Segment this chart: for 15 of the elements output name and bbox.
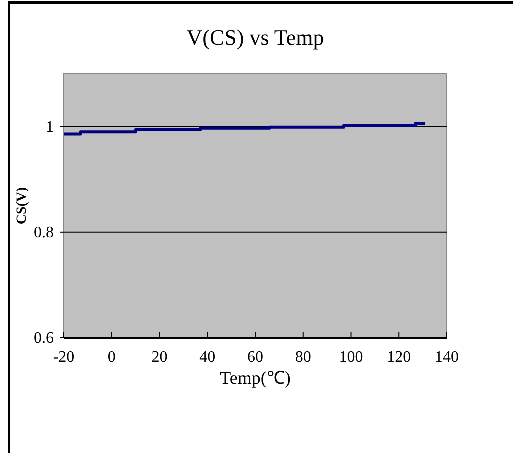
y-axis-title: CS(V)	[15, 187, 30, 225]
x-tick-label: 120	[387, 349, 412, 366]
x-tick-label: 140	[435, 349, 459, 366]
x-tick-label: 60	[248, 349, 264, 366]
y-tick-label: 1	[46, 118, 54, 136]
x-tick-label: -20	[53, 349, 75, 366]
x-tick-label: 40	[200, 349, 216, 366]
x-tick-label: 80	[295, 349, 312, 366]
y-tick-label: 0.8	[34, 224, 54, 242]
x-tick-label: 20	[152, 349, 168, 366]
y-tick-label: 0.6	[34, 330, 54, 347]
x-tick-label: 0	[108, 349, 116, 366]
x-axis-title: Temp(℃)	[220, 368, 291, 388]
chart-title: V(CS) vs Temp	[186, 25, 324, 50]
x-tick-label: 100	[339, 349, 364, 366]
